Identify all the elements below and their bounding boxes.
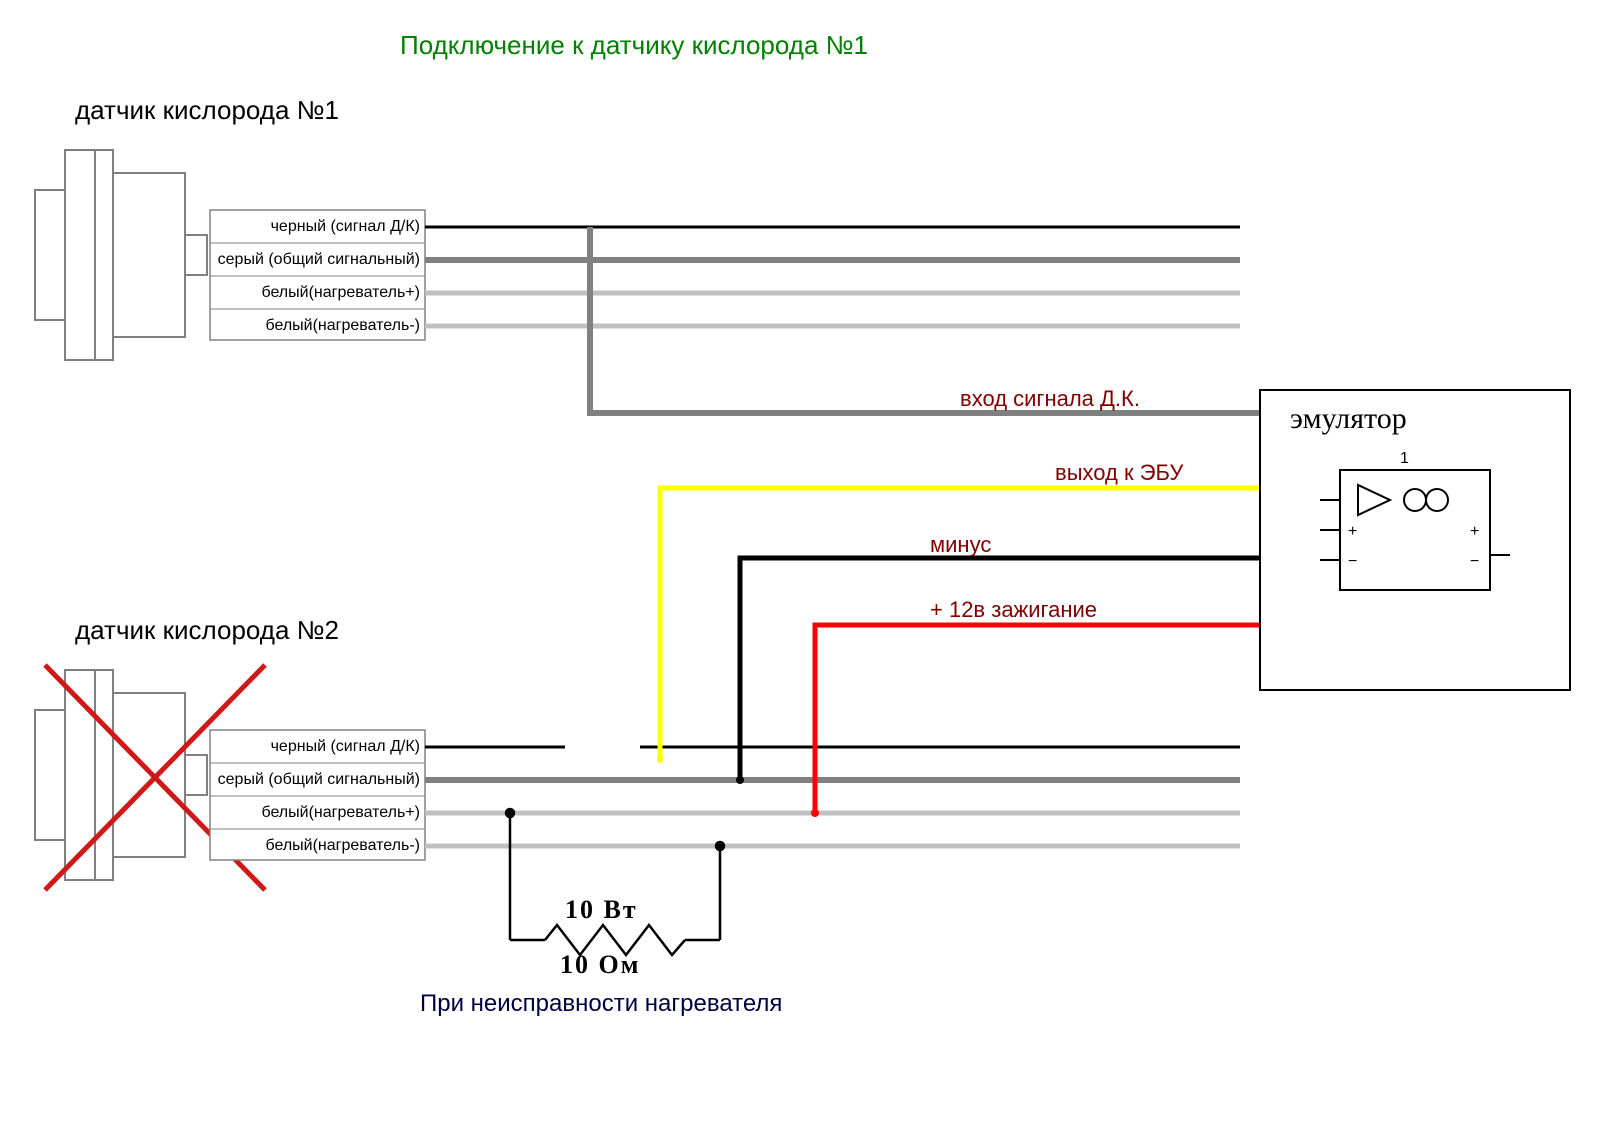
s2-label-gray: серый (общий сигнальный) xyxy=(210,771,420,789)
s1-label-whiteminus: белый(нагреватель-) xyxy=(210,317,420,335)
svg-text:−: − xyxy=(1348,553,1357,570)
label-signal-plus12: + 12в зажигание xyxy=(930,597,1097,623)
s2-label-black: черный (сигнал Д/К) xyxy=(210,738,420,756)
sensor1-body xyxy=(35,150,207,360)
svg-text:+: + xyxy=(1470,523,1479,540)
resistor-10ohm xyxy=(506,809,724,955)
heater-fault-note: При неисправности нагревателя xyxy=(420,990,782,1018)
label-signal-output: выход к ЭБУ xyxy=(1055,460,1183,486)
sensor2-body xyxy=(35,670,207,880)
svg-text:−: − xyxy=(1470,553,1479,570)
emulator-chip-icon: + − + − xyxy=(1320,470,1510,590)
s2-label-whiteplus: белый(нагреватель+) xyxy=(210,804,420,822)
resistor-watts: 10 Вт xyxy=(565,895,638,925)
s1-label-gray: серый (общий сигнальный) xyxy=(210,251,420,269)
wiring-svg: + − + − xyxy=(0,0,1600,1131)
svg-text:+: + xyxy=(1348,523,1357,540)
label-signal-minus: минус xyxy=(930,532,991,558)
emulator-pin-label: 1 xyxy=(1400,450,1409,468)
s1-label-whiteplus: белый(нагреватель+) xyxy=(210,284,420,302)
emulator-title: эмулятор xyxy=(1290,402,1407,436)
s1-label-black: черный (сигнал Д/К) xyxy=(210,218,420,236)
wire-plus12-red xyxy=(815,625,1260,813)
wire-signal-input xyxy=(590,227,1260,413)
label-signal-input: вход сигнала Д.К. xyxy=(960,386,1140,412)
diagram-canvas: Подключение к датчику кислорода №1 датчи… xyxy=(0,0,1600,1131)
resistor-ohms: 10 Ом xyxy=(560,950,640,980)
s2-label-whiteminus: белый(нагреватель-) xyxy=(210,837,420,855)
